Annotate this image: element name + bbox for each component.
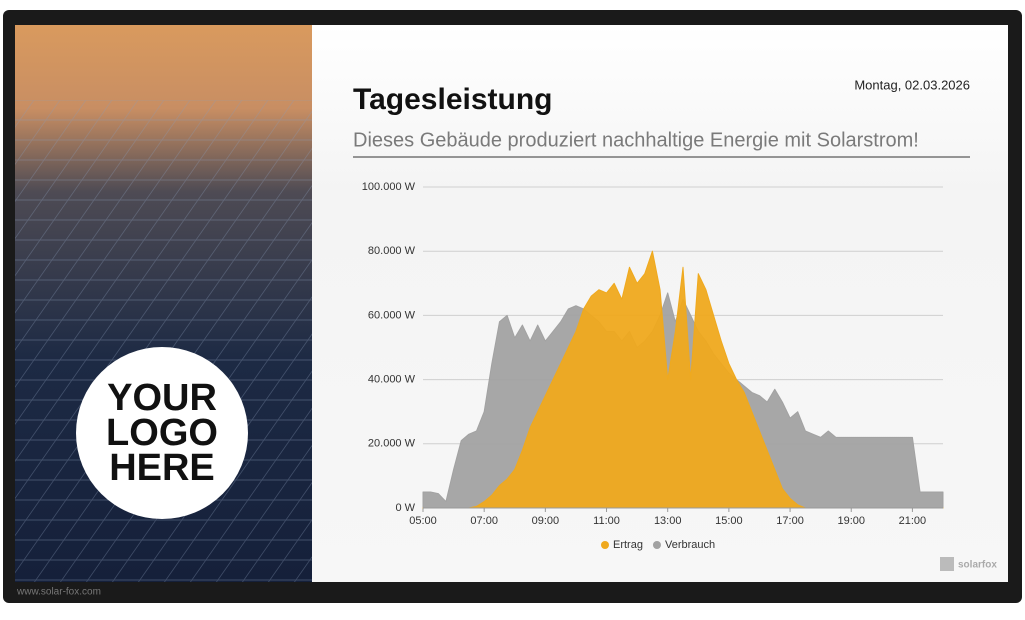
x-tick-label: 15:00 [715,515,743,527]
date: Montag, 02.03.2026 [854,77,970,92]
legend-label: Ertrag [613,539,643,551]
y-tick-label: 60.000 W [368,309,416,321]
y-tick-label: 100.000 W [362,181,416,193]
x-tick-label: 11:00 [593,515,620,527]
x-tick-label: 21:00 [899,515,927,527]
y-tick-label: 0 W [395,502,415,514]
x-tick-label: 05:00 [409,515,437,527]
logo-text: HERE [109,447,215,489]
x-tick-label: 07:00 [470,515,498,527]
x-tick-label: 09:00 [532,515,560,527]
legend-label: Verbrauch [665,539,715,551]
x-tick-label: 13:00 [654,515,682,527]
legend-swatch [652,541,661,549]
logo-text: LOGO [106,412,218,454]
chart-subtitle: Dieses Gebäude produziert nachhaltige En… [353,129,919,151]
logo-text: YOUR [107,377,217,419]
brand-icon [940,557,954,571]
y-tick-label: 20.000 W [368,438,416,450]
footer-url: www.solar-fox.com [16,587,101,598]
x-tick-label: 17:00 [776,515,804,527]
brand: solarfox [958,560,997,571]
chart-title: Tagesleistung [353,83,552,116]
logo-circle [76,347,248,519]
y-tick-label: 40.000 W [368,374,416,386]
x-tick-label: 19:00 [837,515,865,527]
y-tick-label: 80.000 W [368,245,416,257]
legend-swatch [601,541,609,549]
